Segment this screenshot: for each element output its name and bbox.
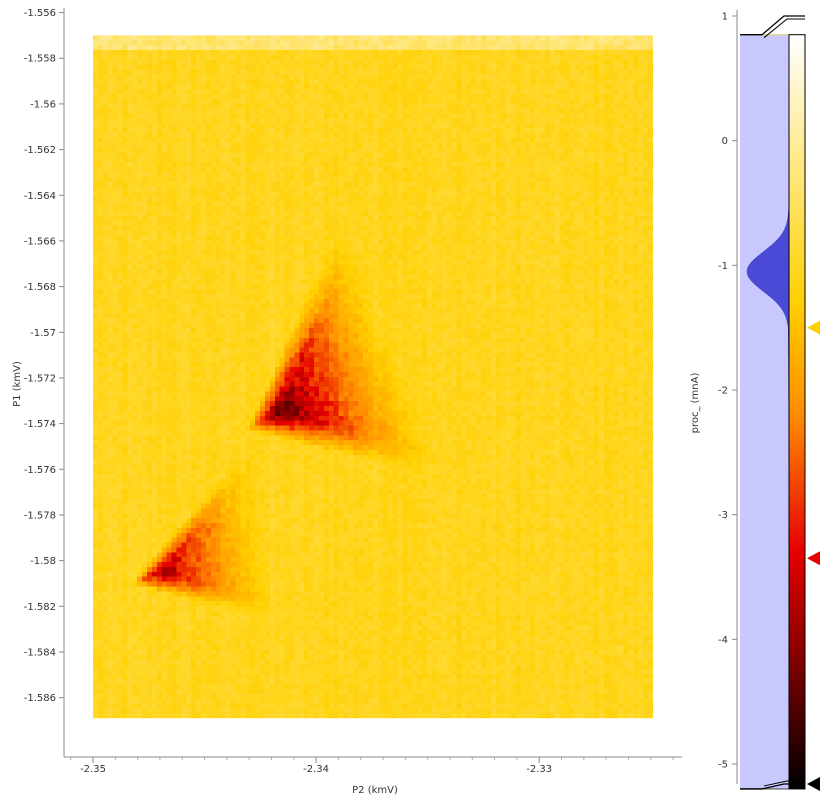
colorbar-tick-label: -5 — [718, 760, 728, 771]
x-axis-label: P2 (kmV) — [352, 785, 398, 796]
heatmap-image — [93, 35, 653, 719]
colorbar-gradient — [788, 34, 806, 790]
colorbar-tick-label: -4 — [718, 635, 728, 646]
y-tick-label: -1.576 — [24, 465, 56, 476]
colorbar-label: proc_ (mnA) — [690, 373, 701, 434]
gradient-stop-marker[interactable] — [807, 551, 820, 566]
y-tick-label: -1.558 — [24, 54, 56, 65]
y-tick-label: -1.58 — [30, 556, 56, 567]
x-tick-label: -2.35 — [80, 764, 106, 775]
y-tick-label: -1.586 — [24, 693, 56, 704]
y-tick-label: -1.564 — [24, 191, 56, 202]
y-tick-label: -1.574 — [24, 419, 56, 430]
y-tick-label: -1.566 — [24, 236, 56, 247]
y-tick-label: -1.572 — [24, 373, 56, 384]
colorbar-tick-label: 1 — [722, 12, 728, 23]
y-tick-label: -1.57 — [30, 328, 56, 339]
y-tick-label: -1.582 — [24, 602, 56, 613]
colorbar-tick-label: -2 — [718, 386, 728, 397]
range-bracket-top[interactable] — [740, 15, 805, 36]
y-tick-label: -1.584 — [24, 647, 56, 658]
axes: -2.35 -2.34 -2.33 -1.556 -1.558 -1.56 -1.562 -1… — [24, 8, 682, 775]
gradient-stop-marker[interactable] — [807, 777, 820, 791]
y-tick-label: -1.562 — [24, 145, 56, 156]
x-tick-label: -2.33 — [526, 764, 552, 775]
range-bracket-bottom[interactable] — [740, 783, 805, 790]
colorbar: 1 0 -1 -2 -3 -4 -5 — [718, 10, 820, 791]
y-tick-label: -1.556 — [24, 8, 56, 19]
range-bracket-top-inner — [763, 18, 805, 39]
gradient-stop-marker[interactable] — [807, 320, 820, 335]
x-tick-label: -2.34 — [303, 764, 329, 775]
colorbar-tick-label: -3 — [718, 510, 728, 521]
colorbar-tick-label: 0 — [722, 136, 728, 147]
y-axis-label: P1 (kmV) — [12, 361, 23, 407]
range-bracket-bottom-inner — [763, 780, 805, 787]
y-tick-label: -1.56 — [30, 99, 56, 110]
histogram-region — [740, 34, 789, 789]
colorbar-tick-label: -1 — [718, 261, 728, 272]
y-tick-label: -1.578 — [24, 510, 56, 521]
y-tick-label: -1.568 — [24, 282, 56, 293]
